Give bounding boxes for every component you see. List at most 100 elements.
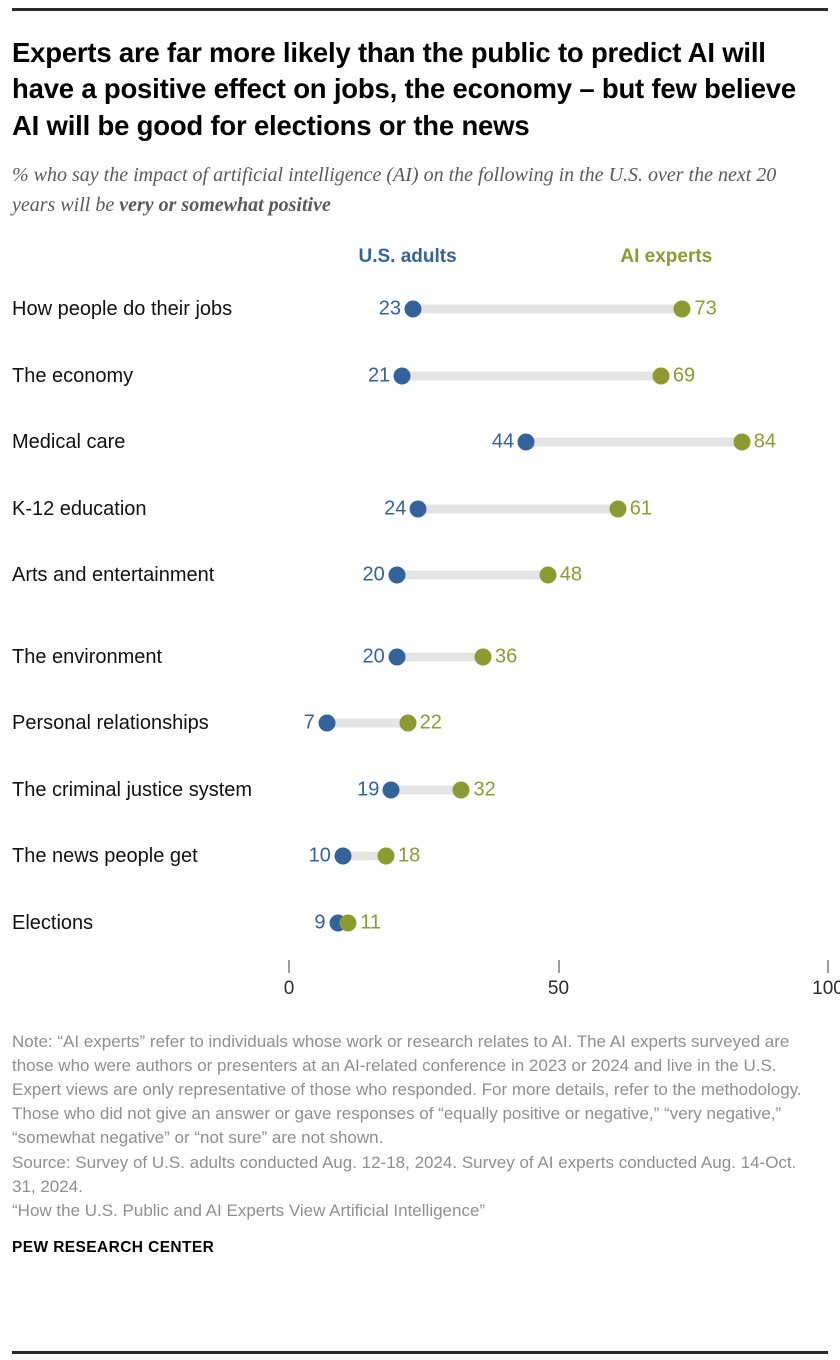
legend-plot-area: U.S. adults AI experts	[289, 244, 828, 276]
us-adults-value: 20	[362, 563, 385, 586]
ai-experts-value: 73	[694, 297, 717, 320]
category-label: The economy	[12, 364, 134, 387]
row-plot-area: 21 69	[289, 342, 828, 409]
ai-experts-value: 32	[473, 778, 496, 801]
us-adults-value: 23	[378, 297, 401, 320]
us-adults-dot	[404, 300, 422, 318]
row-plot-area: 44 84	[289, 409, 828, 476]
chart-row: The economy 21 69	[12, 342, 828, 409]
ai-experts-dot	[609, 500, 627, 518]
ai-experts-value: 61	[629, 497, 653, 520]
source-text: Source: Survey of U.S. adults conducted …	[12, 1152, 797, 1196]
us-adults-value: 9	[314, 911, 326, 934]
ai-experts-value: 48	[559, 563, 582, 586]
dumbbell-track	[391, 785, 462, 795]
ai-experts-value: 22	[419, 711, 442, 734]
axis-tick	[557, 959, 560, 973]
ai-experts-dot	[539, 566, 557, 584]
us-adults-dot	[334, 847, 352, 865]
dumbbell-track	[418, 504, 618, 514]
row-plot-area: 9 11	[289, 889, 828, 956]
ai-experts-dot	[733, 433, 751, 451]
chart-row: Personal relationships 7 22	[12, 690, 828, 757]
chart-row: Medical care 44 84	[12, 409, 828, 476]
row-plot-area: 20 48	[289, 542, 828, 609]
us-adults-value: 10	[308, 844, 331, 867]
chart-row: Arts and entertainment 20 48	[12, 542, 828, 609]
us-adults-dot	[388, 648, 406, 666]
axis-tick	[827, 959, 829, 973]
axis-tick-label: 0	[283, 977, 295, 999]
us-adults-value: 7	[303, 711, 315, 734]
subtitle-emphasis: very or somewhat positive	[119, 193, 331, 216]
us-adults-value: 24	[384, 497, 407, 520]
us-adults-value: 21	[367, 364, 391, 387]
dumbbell-track	[342, 851, 386, 861]
chart-legend: U.S. adults AI experts	[12, 244, 828, 276]
chart-row: The news people get 10 18	[12, 823, 828, 890]
ai-experts-value: 18	[398, 844, 421, 867]
us-adults-value: 20	[362, 645, 385, 668]
row-plot-area: 10 18	[289, 823, 828, 890]
ai-experts-value: 69	[672, 364, 696, 387]
note-text: Note: “AI experts” refer to individuals …	[12, 1031, 802, 1148]
row-plot-area: 19 32	[289, 756, 828, 823]
ai-experts-dot	[474, 648, 492, 666]
legend-ai-experts: AI experts	[620, 245, 713, 267]
row-plot-area: 7 22	[289, 690, 828, 757]
pew-research-center-logo: PEW RESEARCH CENTER	[12, 1238, 215, 1256]
axis-spacer	[12, 960, 289, 1010]
chart-row: K-12 education 24 61	[12, 475, 828, 542]
legend-spacer	[12, 244, 289, 276]
chart-row: How people do their jobs 23 73	[12, 276, 828, 343]
chart-row: The criminal justice system 19 32	[12, 756, 828, 823]
category-label: The criminal justice system	[12, 778, 253, 801]
ai-experts-dot	[652, 367, 670, 385]
us-adults-dot	[388, 566, 406, 584]
dumbbell-track	[326, 718, 408, 728]
us-adults-dot	[393, 367, 411, 385]
dumbbell-track	[526, 437, 742, 447]
citation-text: “How the U.S. Public and AI Experts View…	[12, 1200, 486, 1220]
us-adults-dot	[517, 433, 535, 451]
us-adults-value: 19	[357, 778, 380, 801]
category-label: How people do their jobs	[12, 298, 233, 321]
us-adults-dot	[409, 500, 427, 518]
category-label: The news people get	[12, 845, 198, 868]
dumbbell-track	[396, 652, 484, 662]
page-title: Experts are far more likely than the pub…	[12, 37, 796, 141]
category-label: Personal relationships	[12, 712, 209, 735]
ai-experts-dot	[339, 914, 357, 932]
axis-tick-label: 50	[547, 977, 570, 999]
row-plot-area: 20 36	[289, 623, 828, 690]
axis-tick-label: 100	[812, 977, 840, 999]
dumbbell-track	[396, 570, 548, 580]
dumbbell-track	[402, 371, 661, 381]
us-adults-value: 44	[491, 430, 515, 453]
dumbbell-track	[412, 304, 683, 314]
ai-experts-value: 36	[495, 645, 518, 668]
category-label: Arts and entertainment	[12, 564, 215, 587]
ai-experts-dot	[399, 714, 417, 732]
ai-experts-value: 84	[753, 430, 776, 453]
category-label: The environment	[12, 645, 163, 668]
ai-experts-dot	[673, 300, 691, 318]
x-axis: 0 50 100	[12, 959, 840, 1010]
subtitle-plain: % who say the impact of artificial intel…	[12, 163, 777, 216]
top-border	[12, 8, 828, 11]
category-label: Elections	[12, 911, 94, 934]
row-plot-area: 23 73	[289, 276, 828, 343]
category-label: K-12 education	[12, 497, 147, 520]
row-plot-area: 24 61	[289, 475, 828, 542]
us-adults-dot	[318, 714, 336, 732]
chart-row: Elections 9 11	[12, 889, 828, 956]
chart-subtitle: % who say the impact of artificial intel…	[12, 160, 828, 220]
footnotes: Note: “AI experts” refer to individuals …	[12, 1030, 828, 1223]
dumbbell-chart: U.S. adults AI experts How people do the…	[12, 244, 840, 1010]
chart-rows: How people do their jobs 23 73 The economy 2…	[12, 276, 828, 956]
axis-plot-area: 0 50 100	[284, 959, 840, 1010]
axis-tick	[288, 959, 290, 973]
legend-us-adults: U.S. adults	[358, 245, 457, 267]
bottom-border	[12, 1351, 828, 1354]
